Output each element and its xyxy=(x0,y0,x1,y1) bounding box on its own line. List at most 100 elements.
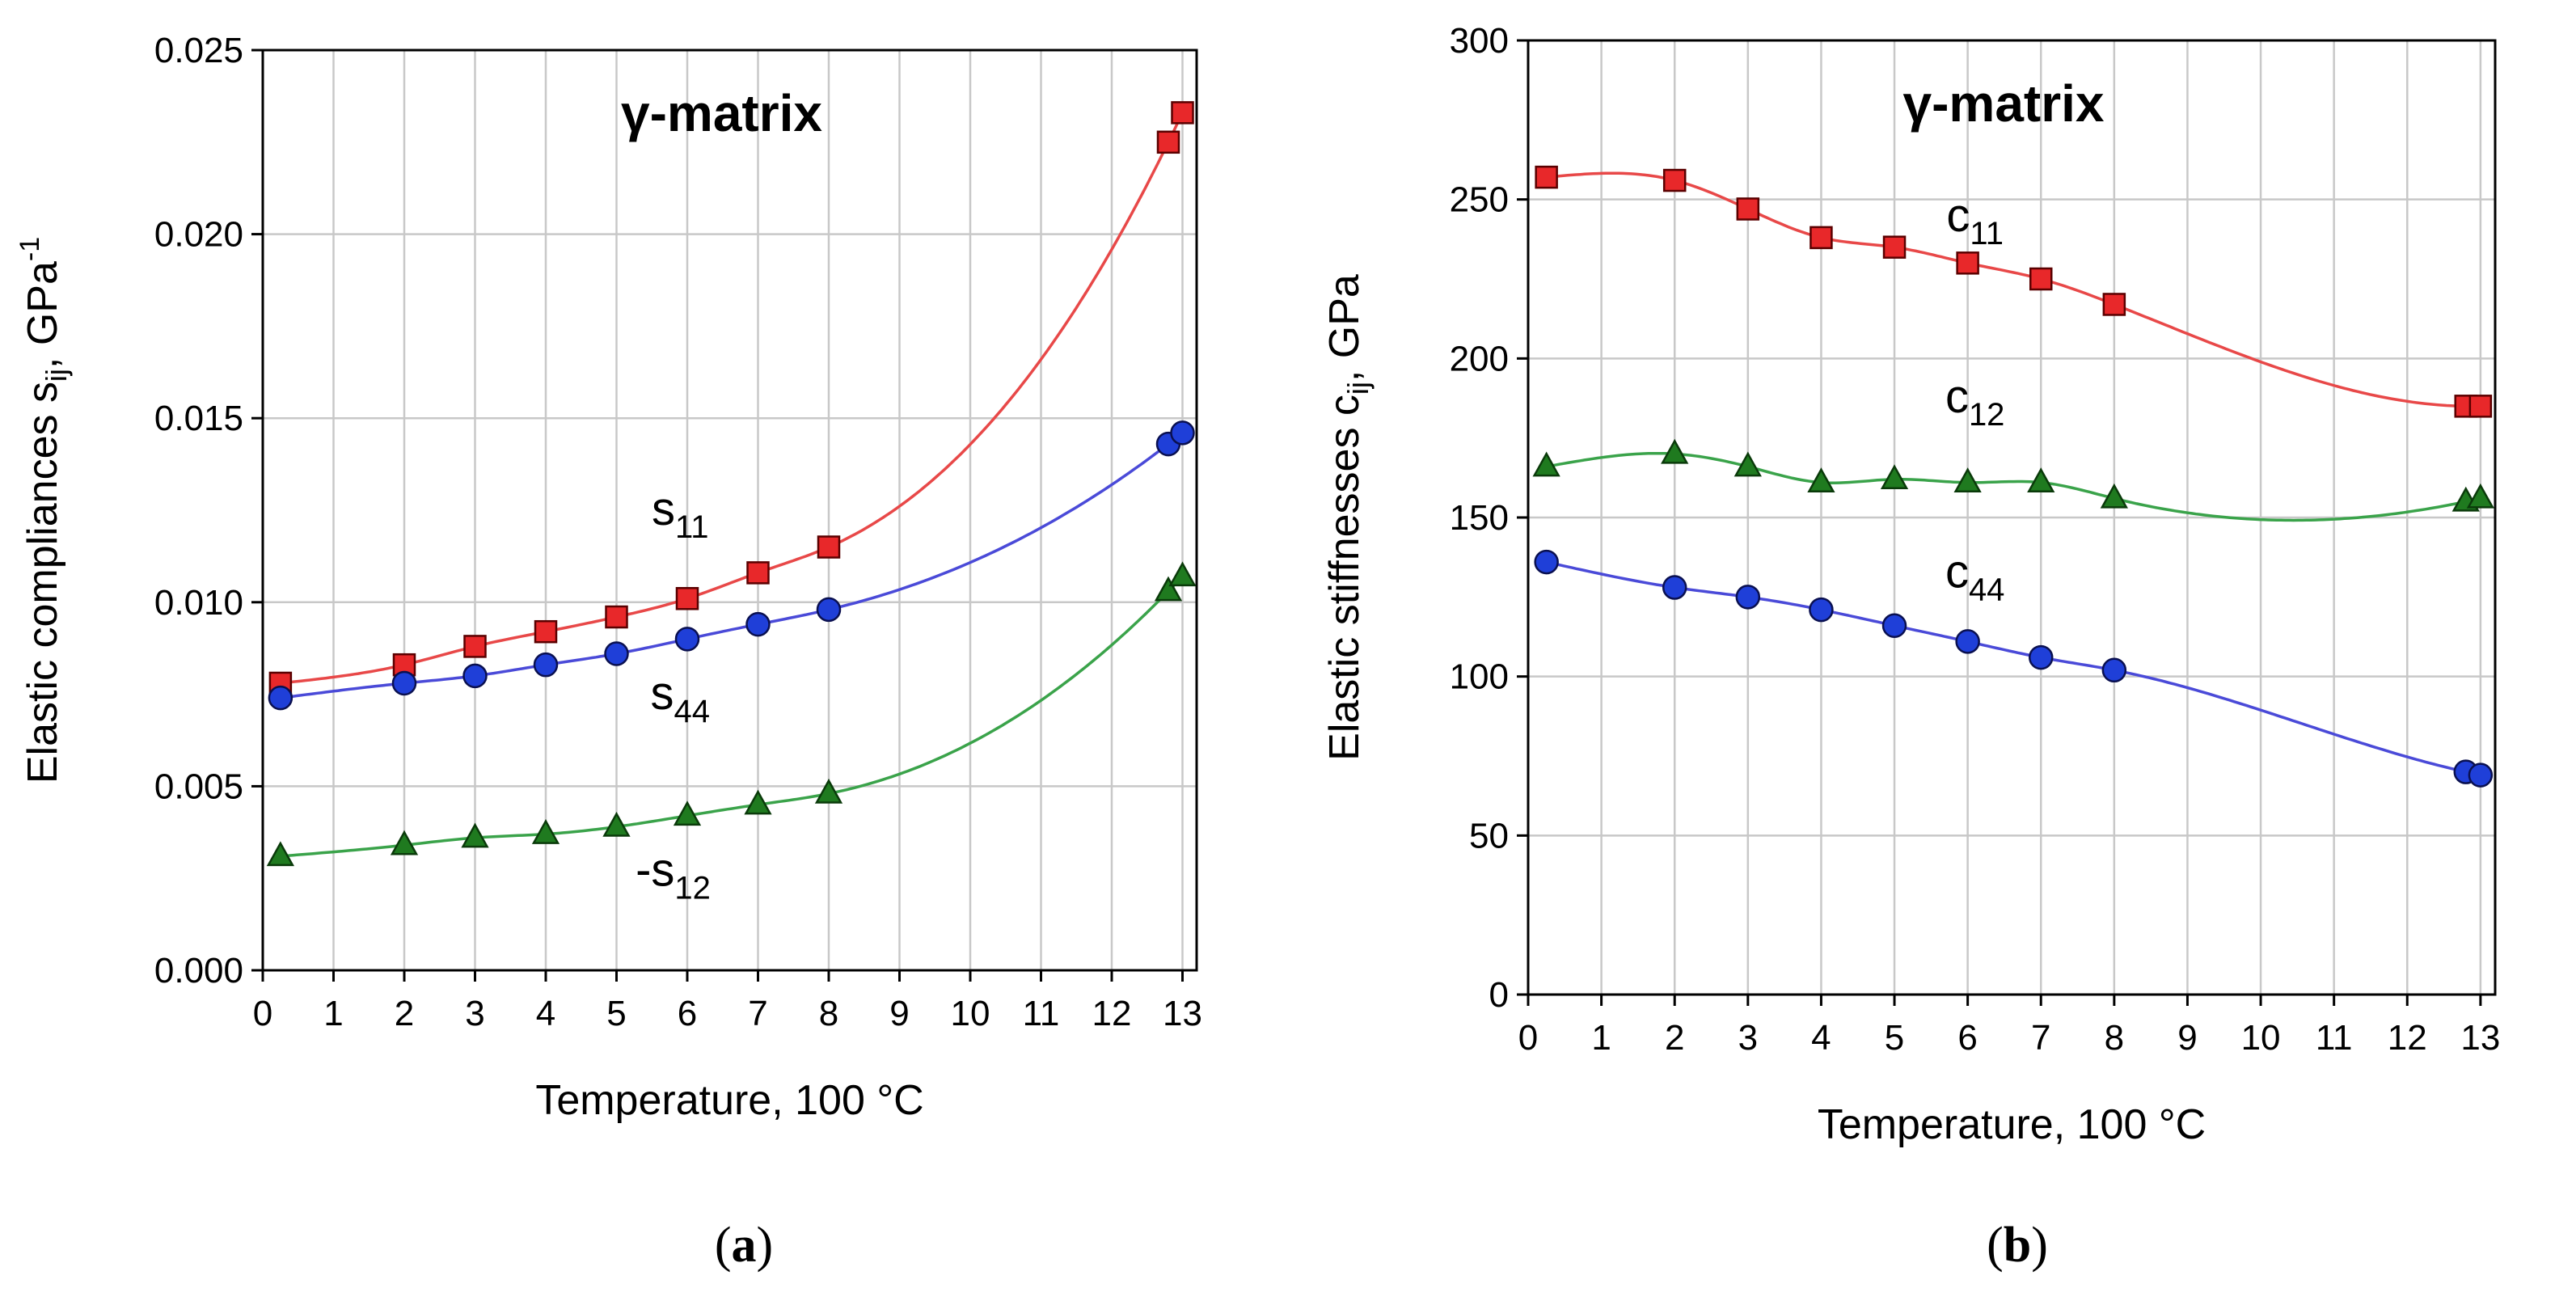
series-label-sub: 12 xyxy=(1969,397,2005,433)
data-point-c11 xyxy=(1882,235,1907,259)
data-point--s12 xyxy=(266,841,294,867)
data-point--s12 xyxy=(1168,561,1197,587)
data-point-c44 xyxy=(1955,629,1980,654)
x-tick-label: 2 xyxy=(395,994,414,1033)
data-point-c11 xyxy=(2102,293,2126,316)
series-label-main: c xyxy=(1945,546,1969,598)
data-point-c44 xyxy=(2101,657,2127,683)
caption-letter: a xyxy=(732,1218,757,1273)
data-point-s11 xyxy=(746,561,770,585)
panel-caption-b: (b) xyxy=(1987,1218,2048,1273)
data-point-c11 xyxy=(1535,165,1558,189)
data-point-c44 xyxy=(1881,613,1907,638)
data-point--s12 xyxy=(744,789,772,815)
series-label-sub: 12 xyxy=(674,870,711,906)
data-point-s11 xyxy=(817,535,841,559)
data-point-s44 xyxy=(268,685,293,711)
y-tick-label: 0.005 xyxy=(154,767,243,806)
data-point-s11 xyxy=(675,586,699,610)
series--s12: -s12 xyxy=(266,561,1197,906)
y-tick-label: 50 xyxy=(1469,816,1509,855)
x-tick-label: 0 xyxy=(253,994,272,1033)
x-tick-label: 2 xyxy=(1665,1018,1684,1058)
caption-letter: b xyxy=(2004,1218,2031,1273)
series-label-c12: c12 xyxy=(1945,370,2005,433)
y-tick-label: 0.015 xyxy=(154,399,243,438)
x-tick-label: 9 xyxy=(889,994,909,1033)
data-point-s44 xyxy=(604,641,629,666)
y-axis-title-main: Elastic compliances s xyxy=(19,382,66,784)
y-tick-label: 0.025 xyxy=(154,31,243,70)
data-point-c44 xyxy=(1735,585,1761,610)
x-tick-label: 3 xyxy=(1738,1018,1758,1058)
series-label-s44: s44 xyxy=(651,667,711,729)
caption-paren: ) xyxy=(757,1218,774,1273)
series-label-main: c xyxy=(1946,189,1970,242)
caption-paren: ( xyxy=(1987,1218,2004,1273)
x-axis-title: Temperature, 100 °C xyxy=(535,1077,923,1124)
data-point-c11 xyxy=(1956,251,1979,275)
data-point-c12 xyxy=(1532,451,1560,477)
data-point--s12 xyxy=(390,830,419,855)
data-point-s44 xyxy=(462,663,488,689)
x-tick-label: 10 xyxy=(951,994,990,1033)
x-tick-label: 13 xyxy=(1163,994,1202,1033)
x-axis-title: Temperature, 100 °C xyxy=(1818,1101,2206,1148)
data-point--s12 xyxy=(673,800,702,826)
data-point-c12 xyxy=(1880,464,1909,490)
caption-paren: ) xyxy=(2031,1218,2048,1273)
series-line-s11 xyxy=(280,112,1185,685)
x-tick-label: 8 xyxy=(2105,1018,2124,1058)
data-point-s11 xyxy=(605,605,628,629)
data-point-c44 xyxy=(2468,762,2494,788)
x-tick-label: 4 xyxy=(1811,1018,1831,1058)
series-label-sub: 44 xyxy=(1969,572,2005,608)
x-tick-label: 12 xyxy=(2388,1018,2427,1058)
x-tick-label: 6 xyxy=(1957,1018,1977,1058)
x-tick-label: 10 xyxy=(2241,1018,2281,1058)
data-point-c12 xyxy=(1661,438,1689,464)
data-point--s12 xyxy=(602,811,631,837)
series-label-c11: c11 xyxy=(1946,189,2004,251)
x-tick-label: 1 xyxy=(323,994,343,1033)
y-axis-title-main: Elastic stiffnesses c xyxy=(1321,395,1368,761)
chart-panel-a: 0 1 2 3 4 5 6 7 8 9 10 11 12 130.0000.0050.0100.0150.… xyxy=(15,31,1202,1124)
data-point-s11 xyxy=(463,635,487,658)
x-tick-label: 0 xyxy=(1518,1018,1538,1058)
x-tick-label: 5 xyxy=(1885,1018,1904,1058)
series-label-main: s xyxy=(652,483,675,535)
series-c44: c44 xyxy=(1534,546,2494,788)
data-point-c11 xyxy=(1662,168,1687,192)
data-point-c44 xyxy=(1534,549,1559,575)
data-point-s44 xyxy=(391,670,417,696)
y-tick-label: 150 xyxy=(1450,498,1509,538)
chart-title: γ-matrix xyxy=(621,84,822,142)
data-point-c11 xyxy=(1736,197,1760,221)
x-tick-label: 6 xyxy=(678,994,697,1033)
x-tick-label: 5 xyxy=(606,994,626,1033)
y-tick-label: 0.000 xyxy=(154,951,243,991)
series-label-s11: s11 xyxy=(652,483,709,545)
data-point-s44 xyxy=(1170,420,1195,446)
data-point-c12 xyxy=(2027,467,2055,492)
data-point--s12 xyxy=(814,778,843,804)
series-label-main: s xyxy=(651,667,674,720)
y-axis-title-sub: ij xyxy=(1341,382,1375,395)
data-point-c12 xyxy=(1953,467,1982,492)
x-tick-label: 4 xyxy=(536,994,555,1033)
data-point-s44 xyxy=(745,611,771,637)
caption-paren: ( xyxy=(715,1218,732,1273)
x-tick-label: 12 xyxy=(1092,994,1132,1033)
data-point-c11 xyxy=(2468,395,2493,418)
y-axis-title: Elastic compliances sij, GPa-1 xyxy=(15,237,73,784)
data-point-c11 xyxy=(1810,226,1833,250)
chart-panel-b: 0 1 2 3 4 5 6 7 8 9 10 11 12 13050100150200250300Temp… xyxy=(1321,21,2500,1148)
y-tick-label: 100 xyxy=(1450,657,1509,697)
chart-title: γ-matrix xyxy=(1903,74,2105,133)
x-tick-label: 9 xyxy=(2177,1018,2197,1058)
x-tick-label: 7 xyxy=(748,994,767,1033)
x-tick-label: 11 xyxy=(2316,1018,2353,1058)
series-label-main: -s xyxy=(636,843,674,896)
y-axis-title-sub: ij xyxy=(40,369,73,382)
